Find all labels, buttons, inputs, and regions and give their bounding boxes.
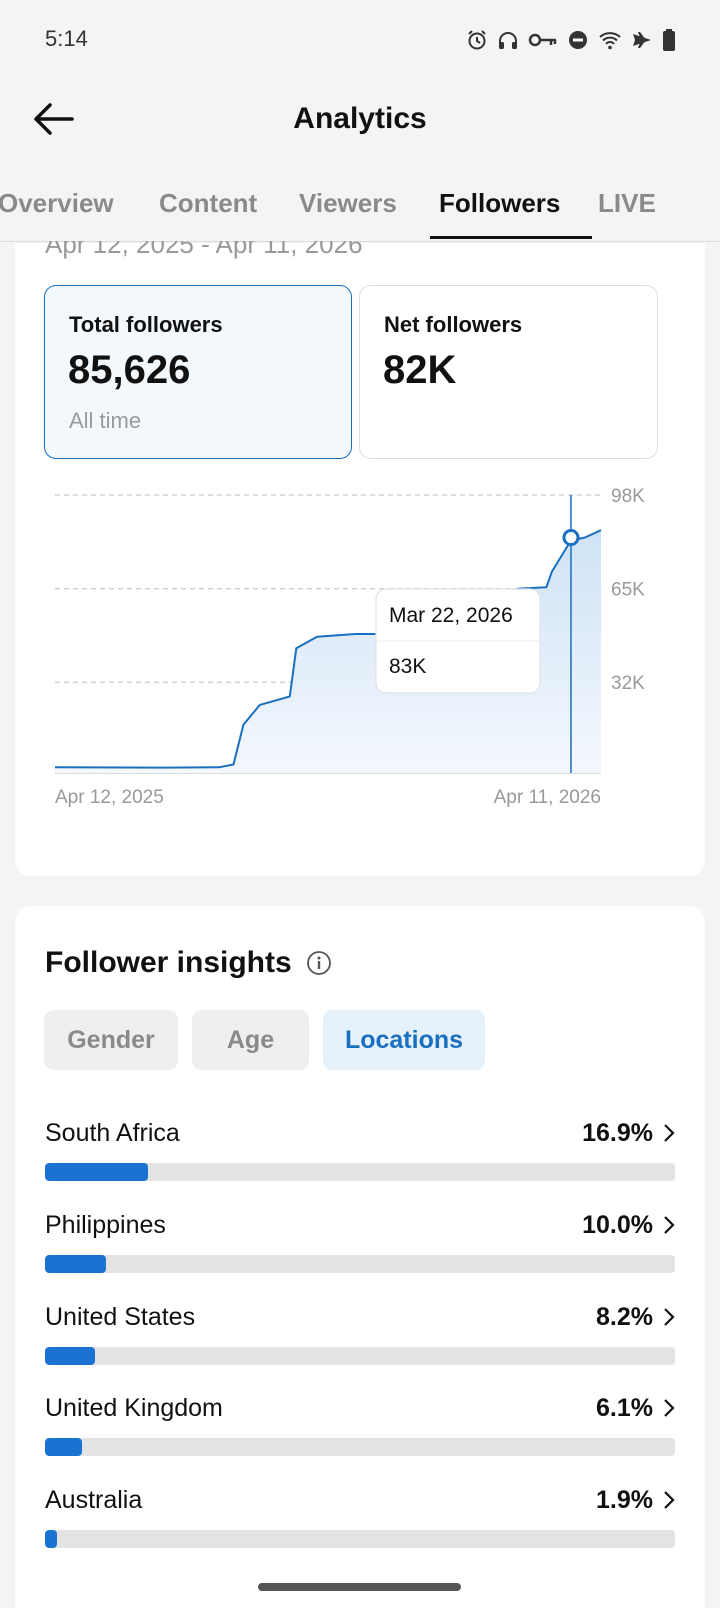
chip-gender[interactable]: Gender	[44, 1010, 178, 1070]
tab-overview[interactable]: Overview	[0, 188, 114, 218]
insights-title: Follower insights	[45, 946, 292, 979]
alarm-icon	[468, 30, 486, 50]
location-bar-fill	[45, 1347, 95, 1365]
tab-followers[interactable]: Followers	[439, 188, 561, 218]
location-name: United States	[45, 1303, 196, 1331]
date-range: Apr 12, 2025 - Apr 11, 2026	[45, 229, 363, 259]
chevron-right-icon	[664, 1308, 675, 1326]
location-bar-fill	[45, 1438, 83, 1456]
location-row[interactable]: Philippines 10.0%	[45, 1211, 675, 1291]
y-tick-label: 65K	[611, 580, 645, 601]
battery-icon	[663, 29, 675, 51]
airplane-mode-icon	[633, 32, 651, 48]
total-followers-value: 85,626	[68, 348, 191, 392]
net-followers-value: 82K	[383, 348, 457, 392]
location-bar-track	[45, 1163, 675, 1181]
location-row[interactable]: United States 8.2%	[45, 1303, 675, 1383]
status-bar: 5:14	[0, 0, 720, 80]
arrow-left-icon	[34, 103, 74, 135]
home-indicator[interactable]	[258, 1583, 461, 1591]
location-bar-track	[45, 1255, 675, 1273]
location-row[interactable]: Australia 1.9%	[45, 1486, 675, 1566]
series-line	[54, 529, 602, 769]
location-bar-track	[45, 1438, 675, 1456]
y-tick-label: 98K	[611, 486, 645, 507]
status-time: 5:14	[45, 26, 88, 51]
active-tab-indicator	[430, 236, 592, 239]
headphones-icon	[499, 32, 517, 49]
chevron-right-icon	[664, 1216, 675, 1234]
location-bar-fill	[45, 1163, 148, 1181]
location-percent: 16.9%	[582, 1119, 653, 1147]
y-tick-label: 32K	[611, 673, 645, 694]
vpn-key-icon	[528, 33, 557, 47]
wifi-icon	[599, 32, 621, 50]
chevron-right-icon	[664, 1491, 675, 1509]
location-row[interactable]: South Africa 16.9%	[45, 1119, 675, 1199]
app-header: Analytics	[0, 80, 720, 160]
location-bar-fill	[45, 1530, 57, 1548]
net-followers-label: Net followers	[384, 312, 523, 337]
chevron-right-icon	[664, 1399, 675, 1417]
total-followers-label: Total followers	[69, 312, 223, 337]
tooltip-date: Mar 22, 2026	[389, 604, 513, 627]
location-bar-track	[45, 1530, 675, 1548]
tab-viewers[interactable]: Viewers	[299, 188, 397, 218]
cursor-marker	[562, 529, 580, 547]
location-row[interactable]: United Kingdom 6.1%	[45, 1394, 675, 1474]
followers-chart-svg: 98K 65K 32K Mar 22, 2026 83K Apr 12, 2025 Apr …	[54, 486, 645, 808]
location-percent: 6.1%	[596, 1394, 653, 1422]
location-name: Philippines	[45, 1211, 166, 1239]
x-end-label: Apr 11, 2026	[494, 787, 601, 808]
back-button[interactable]	[28, 94, 78, 144]
series-area	[55, 530, 601, 773]
location-name: United Kingdom	[45, 1394, 223, 1422]
location-percent: 8.2%	[596, 1303, 653, 1331]
location-percent: 10.0%	[582, 1211, 653, 1239]
x-start-label: Apr 12, 2025	[55, 787, 164, 808]
location-name: South Africa	[45, 1119, 180, 1147]
tab-bar: Overview Content Viewers Followers LIVE	[0, 180, 720, 242]
do-not-disturb-icon	[569, 31, 587, 49]
location-percent: 1.9%	[596, 1486, 653, 1514]
total-followers-metric[interactable]: Total followers 85,626 All time	[44, 285, 352, 459]
followers-card: Apr 12, 2025 - Apr 11, 2026 Total follow…	[15, 241, 705, 876]
tab-live[interactable]: LIVE	[598, 188, 656, 218]
location-bar-track	[45, 1347, 675, 1365]
tooltip-value: 83K	[389, 655, 426, 678]
status-icons	[466, 28, 676, 52]
net-followers-metric[interactable]: Net followers 82K	[359, 285, 658, 459]
location-name: Australia	[45, 1486, 143, 1514]
follower-insights-card: Follower insights Gender Age Locations S…	[15, 906, 705, 1608]
page-title: Analytics	[293, 102, 427, 135]
chip-age[interactable]: Age	[192, 1010, 309, 1070]
followers-chart[interactable]: 98K 65K 32K Mar 22, 2026 83K Apr 12, 2025 Apr …	[15, 483, 705, 823]
chevron-right-icon	[664, 1124, 675, 1142]
location-bar-fill	[45, 1255, 106, 1273]
info-icon[interactable]	[306, 950, 332, 976]
chip-locations[interactable]: Locations	[323, 1010, 485, 1070]
total-followers-period: All time	[69, 408, 142, 433]
tab-content[interactable]: Content	[159, 188, 258, 218]
